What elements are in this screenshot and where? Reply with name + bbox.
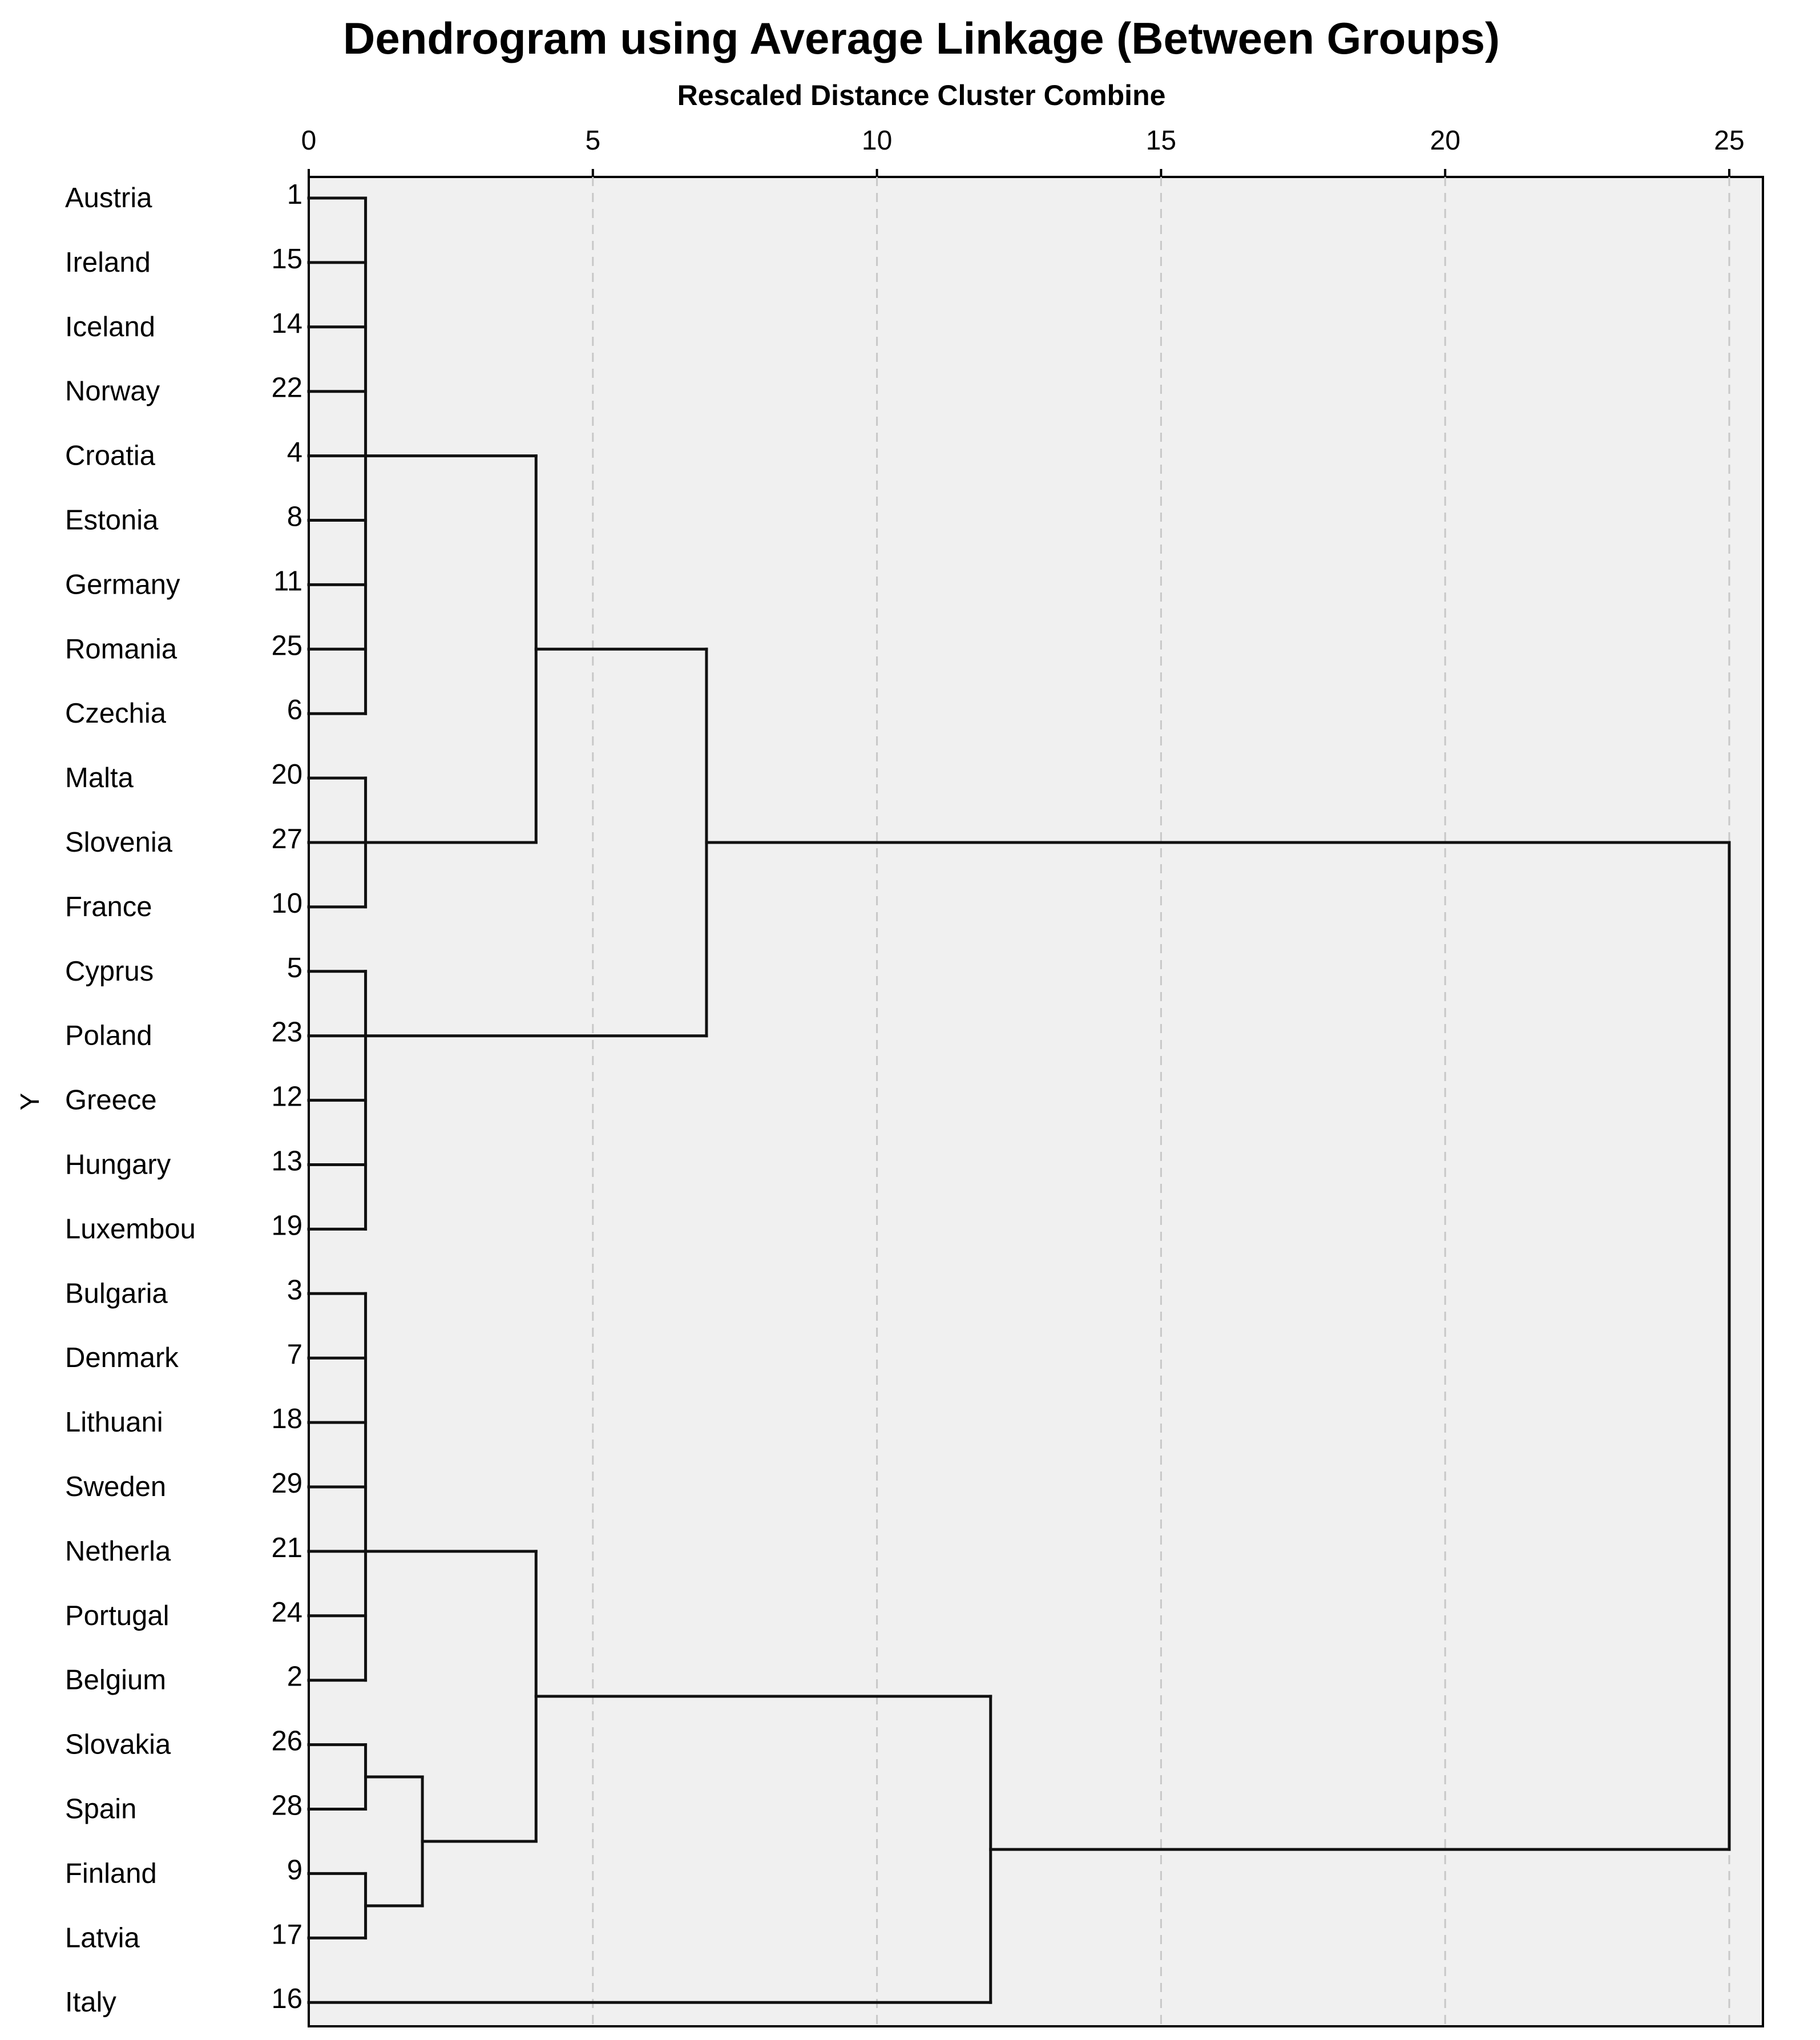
x-axis-ticks: 0 5 10 15 20 25 [301, 126, 1745, 177]
leaf-case-number: 21 [271, 1533, 302, 1563]
leaf-label: Sweden [65, 1471, 166, 1502]
leaf-label: Germany [65, 569, 180, 600]
leaf-label: France [65, 892, 152, 922]
leaf-case-number: 11 [273, 566, 302, 596]
leaf-label: Denmark [65, 1342, 179, 1373]
leaf-case-number: 18 [271, 1404, 302, 1434]
dendrogram-links [307, 196, 1731, 2004]
leaf-case-number: 17 [271, 1919, 302, 1950]
leaf-case-number: 26 [271, 1726, 302, 1757]
leaf-case-number: 29 [271, 1468, 302, 1499]
leaf-label: Cyprus [65, 956, 154, 987]
x-tick-label: 20 [1430, 126, 1460, 156]
leaf-labels: Austria 1 Ireland 15 Iceland 14 Norway 22 Croati… [65, 179, 302, 2018]
leaf-case-number: 4 [287, 437, 302, 468]
leaf-case-number: 20 [271, 759, 302, 790]
leaf-case-number: 8 [287, 502, 302, 533]
leaf-label: Hungary [65, 1150, 171, 1180]
leaf-label: Belgium [65, 1665, 166, 1696]
x-tick-label: 25 [1714, 126, 1744, 156]
chart-title: Dendrogram using Average Linkage (Betwee… [343, 13, 1500, 63]
x-tick-label: 0 [301, 126, 317, 156]
leaf-label: Ireland [65, 247, 151, 278]
leaf-label: Finland [65, 1858, 157, 1889]
leaf-label: Latvia [65, 1922, 140, 1953]
leaf-label: Spain [65, 1794, 136, 1825]
leaf-label: Norway [65, 376, 160, 407]
leaf-case-number: 22 [271, 373, 302, 404]
leaf-label: Austria [65, 183, 152, 213]
leaf-label: Romania [65, 634, 177, 664]
leaf-case-number: 16 [271, 1983, 302, 2014]
leaf-label: Portugal [65, 1600, 170, 1631]
leaf-case-number: 10 [271, 888, 302, 919]
leaf-case-number: 15 [271, 244, 302, 275]
leaf-case-number: 23 [271, 1017, 302, 1048]
x-tick-label: 5 [585, 126, 600, 156]
leaf-label: Malta [65, 763, 134, 793]
leaf-label: Netherla [65, 1536, 171, 1567]
leaf-label: Estonia [65, 505, 159, 536]
leaf-label: Czechia [65, 698, 167, 729]
leaf-label: Bulgaria [65, 1278, 168, 1309]
leaf-case-number: 1 [287, 179, 302, 210]
leaf-label: Italy [65, 1987, 116, 2018]
leaf-label: Slovakia [65, 1729, 171, 1760]
leaf-case-number: 25 [271, 630, 302, 661]
leaf-case-number: 12 [271, 1082, 302, 1112]
leaf-case-number: 3 [287, 1275, 302, 1305]
leaf-label: Slovenia [65, 827, 173, 858]
leaf-case-number: 9 [287, 1854, 302, 1885]
leaf-label: Luxembou [65, 1213, 196, 1244]
leaf-label: Iceland [65, 312, 155, 342]
leaf-case-number: 2 [287, 1662, 302, 1692]
leaf-case-number: 5 [287, 953, 302, 983]
leaf-case-number: 13 [271, 1146, 302, 1177]
leaf-case-number: 19 [271, 1210, 302, 1241]
leaf-label: Croatia [65, 441, 156, 471]
x-tick-label: 10 [862, 126, 892, 156]
x-axis-label: Rescaled Distance Cluster Combine [677, 79, 1166, 111]
x-tick-label: 15 [1146, 126, 1176, 156]
leaf-case-number: 14 [271, 308, 302, 339]
leaf-case-number: 24 [271, 1597, 302, 1628]
leaf-label: Poland [65, 1021, 152, 1051]
plot-area [308, 176, 1764, 2027]
leaf-case-number: 27 [271, 824, 302, 854]
leaf-label: Lithuani [65, 1407, 163, 1438]
y-axis-label: Y [15, 1093, 45, 1111]
leaf-label: Greece [65, 1085, 157, 1116]
leaf-case-number: 28 [271, 1791, 302, 1821]
leaf-case-number: 7 [287, 1339, 302, 1370]
leaf-case-number: 6 [287, 695, 302, 725]
